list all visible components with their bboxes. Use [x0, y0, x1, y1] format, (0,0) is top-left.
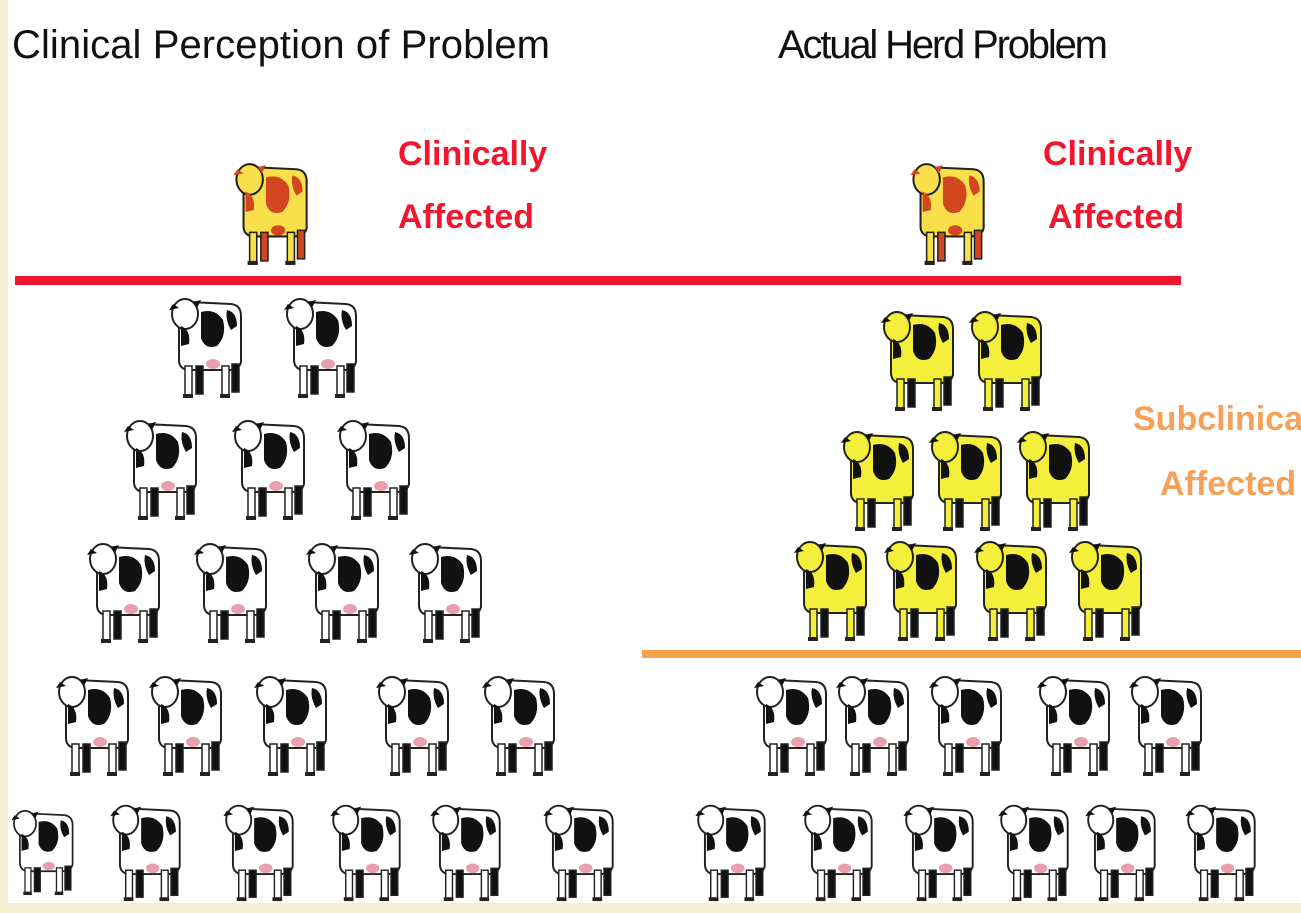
- page: {"left_panel": {"title": "Clinical Perce…: [0, 0, 1301, 913]
- subclinical-threshold-line: [642, 650, 1301, 658]
- right-title: Actual Herd Problem: [778, 23, 1108, 67]
- clinical-label: Affected: [398, 198, 534, 236]
- clinical-label: Clinically: [1043, 135, 1192, 173]
- subclinical-label: Affected: [1160, 465, 1296, 503]
- clinical-label: Clinically: [398, 135, 547, 173]
- clinical-label: Affected: [1048, 198, 1184, 236]
- left-title: Clinical Perception of Problem: [12, 23, 550, 67]
- diagram: Clinical Perception of Problem Actual He…: [0, 0, 1301, 913]
- subclinical-label: Subclinically: [1133, 400, 1301, 438]
- clinical-threshold-line: [15, 276, 1181, 285]
